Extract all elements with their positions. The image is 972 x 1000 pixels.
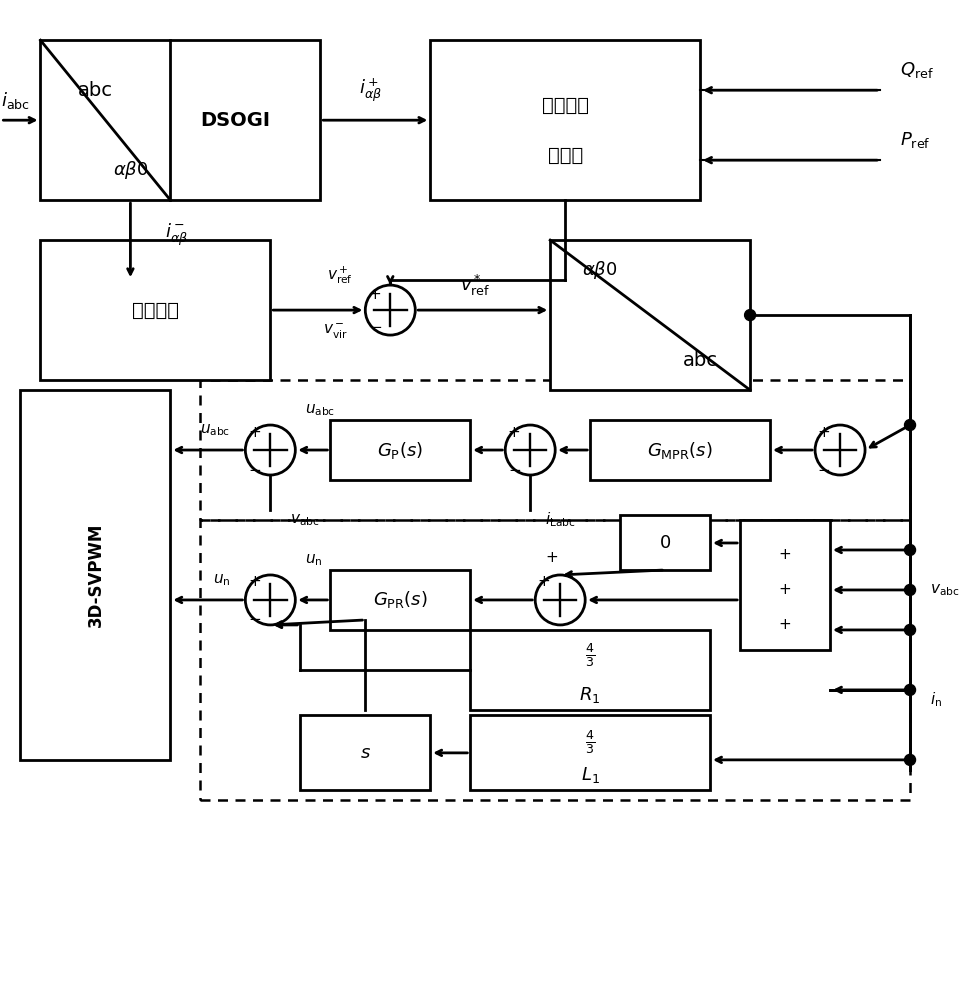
Text: abc: abc bbox=[78, 81, 113, 100]
Text: 虚拟振荡: 虚拟振荡 bbox=[541, 96, 589, 115]
Text: $R_1$: $R_1$ bbox=[579, 685, 601, 705]
Text: $G_{\mathrm{MPR}}(s)$: $G_{\mathrm{MPR}}(s)$ bbox=[647, 440, 712, 461]
Bar bbox=[330, 570, 470, 630]
Text: DSOGI: DSOGI bbox=[200, 111, 270, 130]
Text: $i_{\mathrm{n}}$: $i_{\mathrm{n}}$ bbox=[930, 691, 942, 709]
Text: $G_{\mathrm{PR}}(s)$: $G_{\mathrm{PR}}(s)$ bbox=[373, 589, 428, 610]
Circle shape bbox=[905, 584, 916, 595]
Text: $u_{\mathrm{n}}$: $u_{\mathrm{n}}$ bbox=[213, 572, 230, 588]
Circle shape bbox=[905, 420, 916, 431]
Text: $v^*_{\mathrm{ref}}$: $v^*_{\mathrm{ref}}$ bbox=[460, 273, 491, 298]
Text: $G_{\mathrm{P}}(s)$: $G_{\mathrm{P}}(s)$ bbox=[377, 440, 423, 461]
Bar bbox=[300, 715, 431, 790]
Bar bbox=[470, 715, 711, 790]
Text: 虚拟阻抗: 虚拟阻抗 bbox=[132, 301, 179, 320]
Text: $-$: $-$ bbox=[368, 318, 382, 333]
Circle shape bbox=[905, 544, 916, 555]
Text: +: + bbox=[779, 617, 791, 632]
Bar bbox=[20, 390, 170, 760]
Bar bbox=[41, 240, 270, 380]
Text: +: + bbox=[538, 574, 550, 589]
Text: abc: abc bbox=[682, 351, 717, 370]
Text: $s$: $s$ bbox=[360, 744, 370, 762]
Bar bbox=[590, 420, 770, 480]
Text: +: + bbox=[507, 425, 521, 440]
Bar bbox=[200, 380, 910, 520]
Bar bbox=[330, 420, 470, 480]
Text: $i_{\mathrm{abc}}$: $i_{\mathrm{abc}}$ bbox=[1, 90, 30, 111]
Text: $u_{\mathrm{n}}$: $u_{\mathrm{n}}$ bbox=[305, 552, 323, 568]
Text: +: + bbox=[368, 287, 381, 302]
Text: $\frac{4}{3}$: $\frac{4}{3}$ bbox=[585, 641, 595, 669]
Text: +: + bbox=[779, 547, 791, 562]
Text: $P_{\mathrm{ref}}$: $P_{\mathrm{ref}}$ bbox=[900, 130, 930, 150]
Text: $v_{\mathrm{abc}}$: $v_{\mathrm{abc}}$ bbox=[291, 512, 320, 528]
Circle shape bbox=[905, 624, 916, 635]
Text: $i_{\mathrm{Labc}}$: $i_{\mathrm{Labc}}$ bbox=[545, 511, 576, 529]
Text: $Q_{\mathrm{ref}}$: $Q_{\mathrm{ref}}$ bbox=[900, 60, 934, 80]
Bar bbox=[550, 240, 750, 390]
Text: $i^+_{\alpha\beta}$: $i^+_{\alpha\beta}$ bbox=[359, 76, 382, 104]
Circle shape bbox=[905, 754, 916, 765]
Text: +: + bbox=[248, 425, 260, 440]
Text: $i^-_{\alpha\beta}$: $i^-_{\alpha\beta}$ bbox=[165, 222, 189, 248]
Text: $-$: $-$ bbox=[817, 461, 831, 476]
Bar bbox=[470, 630, 711, 710]
Bar bbox=[41, 40, 321, 200]
Text: +: + bbox=[248, 574, 260, 589]
Circle shape bbox=[745, 310, 755, 321]
Bar bbox=[431, 40, 700, 200]
Bar bbox=[740, 520, 830, 650]
Text: $v_{\mathrm{abc}}$: $v_{\mathrm{abc}}$ bbox=[930, 582, 959, 598]
Text: $-$: $-$ bbox=[248, 610, 260, 625]
Bar bbox=[200, 520, 910, 800]
Text: $\alpha\beta0$: $\alpha\beta0$ bbox=[113, 159, 148, 181]
Text: $\alpha\beta0$: $\alpha\beta0$ bbox=[582, 259, 618, 281]
Text: $-$: $-$ bbox=[507, 461, 521, 476]
Bar bbox=[620, 515, 711, 570]
Text: $\frac{4}{3}$: $\frac{4}{3}$ bbox=[585, 728, 595, 756]
Text: $u_{\mathrm{abc}}$: $u_{\mathrm{abc}}$ bbox=[200, 422, 230, 438]
Text: $L_1$: $L_1$ bbox=[580, 765, 600, 785]
Text: $v^-_{\mathrm{vir}}$: $v^-_{\mathrm{vir}}$ bbox=[323, 321, 348, 340]
Circle shape bbox=[905, 684, 916, 695]
Text: 器控制: 器控制 bbox=[547, 146, 583, 165]
Text: $v^+_{\mathrm{ref}}$: $v^+_{\mathrm{ref}}$ bbox=[328, 264, 353, 286]
Text: +: + bbox=[546, 550, 559, 565]
Text: $u_{\mathrm{abc}}$: $u_{\mathrm{abc}}$ bbox=[305, 402, 335, 418]
Text: 3D-SVPWM: 3D-SVPWM bbox=[87, 523, 104, 627]
Text: 0: 0 bbox=[660, 534, 671, 552]
Text: +: + bbox=[817, 425, 830, 440]
Text: $-$: $-$ bbox=[248, 461, 260, 476]
Text: +: + bbox=[779, 582, 791, 597]
